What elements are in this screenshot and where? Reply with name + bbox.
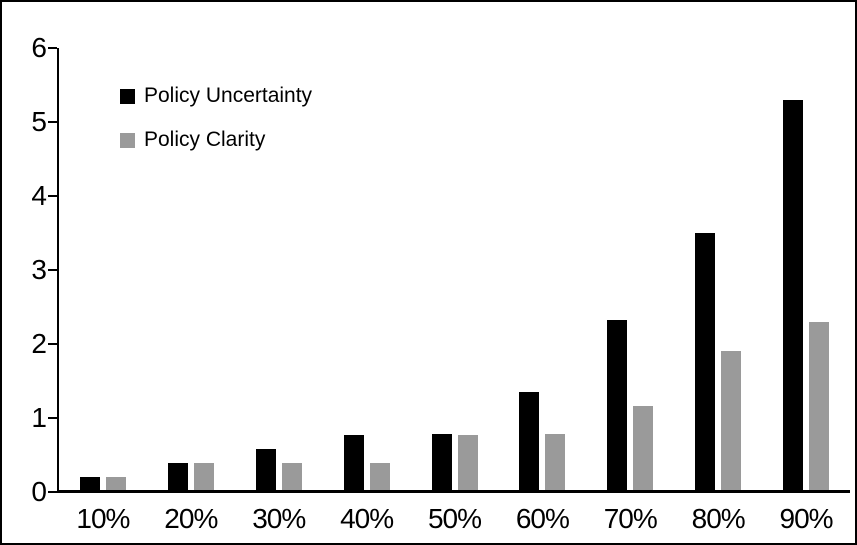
legend: Policy Uncertainty Policy Clarity (120, 84, 312, 172)
bar-policy-uncertainty-60% (519, 392, 540, 492)
legend-swatch-policy-uncertainty-icon (120, 88, 135, 104)
y-tick-mark (48, 47, 57, 49)
y-tick-label: 1 (31, 402, 47, 433)
bar-policy-clarity-10% (105, 477, 126, 492)
bar-policy-uncertainty-40% (343, 435, 364, 492)
plot-area (57, 48, 850, 492)
bar-policy-uncertainty-20% (167, 463, 188, 492)
bar-policy-uncertainty-90% (783, 99, 804, 492)
legend-item-policy-clarity: Policy Clarity (120, 128, 312, 152)
legend-item-policy-uncertainty: Policy Uncertainty (120, 84, 312, 108)
y-tick-mark (48, 195, 57, 197)
bar-policy-clarity-90% (809, 321, 830, 492)
bar-group-20% (167, 463, 214, 492)
x-tick-label-80%: 80% (691, 503, 746, 534)
y-tick-label: 5 (31, 106, 47, 137)
x-tick-label-30%: 30% (252, 503, 306, 534)
bar-group-30% (255, 449, 302, 492)
legend-swatch-policy-clarity-icon (120, 132, 135, 148)
y-tick-label: 6 (31, 32, 47, 63)
bar-group-40% (343, 435, 390, 492)
x-tick-label-90%: 90% (779, 503, 834, 534)
bar-policy-clarity-30% (281, 463, 302, 492)
bar-policy-uncertainty-50% (431, 434, 452, 492)
y-tick-mark (48, 121, 57, 123)
y-tick-mark (48, 269, 57, 271)
x-tick-label-50%: 50% (427, 503, 482, 534)
y-tick-mark (48, 417, 57, 419)
bar-policy-uncertainty-30% (255, 449, 276, 492)
bar-group-50% (431, 434, 478, 492)
y-tick-label: 4 (31, 180, 47, 211)
bar-policy-uncertainty-70% (607, 320, 628, 492)
y-tick-label: 2 (31, 328, 47, 359)
bar-group-60% (519, 392, 566, 492)
bar-policy-clarity-80% (721, 351, 742, 492)
bar-group-70% (607, 320, 654, 492)
bar-policy-clarity-40% (369, 463, 390, 492)
y-tick-label: 3 (31, 254, 47, 285)
x-tick-label-70%: 70% (603, 503, 658, 534)
x-tick-label-60%: 60% (515, 503, 570, 534)
legend-label-policy-uncertainty: Policy Uncertainty (144, 84, 313, 107)
bar-policy-uncertainty-10% (79, 477, 100, 492)
bar-group-10% (79, 477, 126, 492)
legend-label-policy-clarity: Policy Clarity (144, 128, 266, 151)
bar-policy-clarity-20% (193, 463, 214, 492)
bar-policy-clarity-60% (545, 434, 566, 492)
bar-group-90% (783, 99, 830, 492)
y-tick-mark (48, 491, 57, 493)
bar-group-80% (695, 233, 742, 492)
bar-policy-clarity-70% (633, 406, 654, 492)
y-tick-label: 0 (31, 476, 47, 507)
x-tick-label-20%: 20% (164, 503, 218, 534)
x-tick-label-10%: 10% (76, 503, 130, 534)
bar-policy-clarity-50% (457, 435, 478, 492)
x-axis-line (57, 490, 850, 493)
y-tick-mark (48, 343, 57, 345)
x-tick-label-40%: 40% (340, 503, 394, 534)
bar-policy-uncertainty-80% (695, 233, 716, 492)
